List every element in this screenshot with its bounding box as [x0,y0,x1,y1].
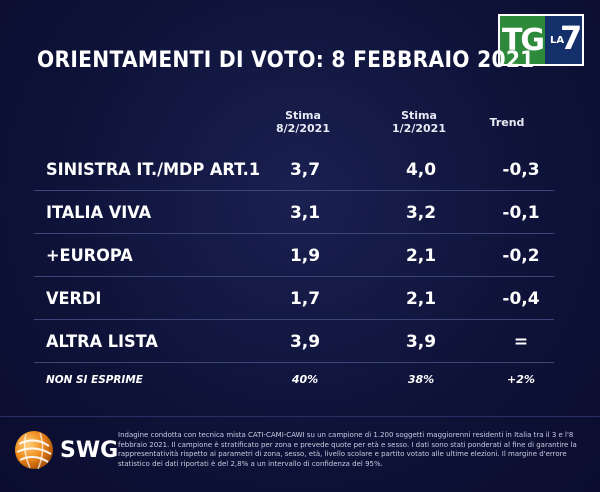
stima-8-value: 3,7 [289,160,321,180]
table-row: ALTRA LISTA 3,9 3,9 = [34,324,554,362]
party-name: ITALIA VIVA [46,203,152,223]
stima-1-value: 38% [407,373,435,386]
row-divider [34,190,554,191]
table-row: ITALIA VIVA 3,1 3,2 -0,1 [34,195,554,233]
swg-logo-text: SWG [60,438,119,463]
trend-value: -0,4 [502,289,540,309]
stima-8-value: 3,1 [289,203,321,223]
tg-logo-text: TG [500,16,545,64]
table-row: +EUROPA 1,9 2,1 -0,2 [34,238,554,276]
trend-value: -0,1 [502,203,540,223]
stima-1-value: 3,9 [405,332,437,352]
header-stima-8: Stima 8/2/2021 [268,109,338,135]
swg-globe-icon [15,431,53,470]
trend-value: -0,2 [502,246,540,266]
stima-8-value: 40% [291,373,319,386]
table-row: VERDI 1,7 2,1 -0,4 [34,281,554,319]
stima-1-value: 4,0 [405,160,437,180]
row-divider [34,319,554,320]
table-row: SINISTRA IT./MDP ART.1 3,7 4,0 -0,3 [34,152,554,190]
header-stima-1-line1: Stima [401,109,437,122]
page-title: ORIENTAMENTI DI VOTO: 8 FEBBRAIO 2021 [37,48,535,73]
header-stima-8-line2: 8/2/2021 [276,122,330,135]
la7-logo: LA 7 [545,16,582,64]
stima-8-value: 3,9 [289,332,321,352]
trend-value: -0,3 [502,160,540,180]
party-name: VERDI [46,289,102,309]
row-divider [34,233,554,234]
stima-8-value: 1,9 [289,246,321,266]
header-trend: Trend [489,116,525,129]
stima-1-value: 3,2 [405,203,437,223]
la7-logo-seven: 7 [560,19,583,57]
header-stima-8-line1: Stima [285,109,321,122]
row-divider [34,362,554,363]
footer-divider [0,416,600,417]
stima-1-value: 2,1 [405,289,437,309]
tg-la7-logo: TG LA 7 [498,14,584,66]
trend-value: +2% [507,373,535,386]
row-divider [34,276,554,277]
party-name: ALTRA LISTA [46,332,158,352]
stima-8-value: 1,7 [289,289,321,309]
header-stima-1-line2: 1/2/2021 [392,122,446,135]
methodology-note: Indagine condotta con tecnica mista CATI… [118,431,577,468]
table-row: NON SI ESPRIME 40% 38% +2% [34,362,554,400]
party-name: SINISTRA IT./MDP ART.1 [46,160,261,180]
trend-value: = [513,332,529,352]
stima-1-value: 2,1 [405,246,437,266]
party-name: NON SI ESPRIME [46,373,143,386]
header-stima-1: Stima 1/2/2021 [384,109,454,135]
la7-logo-la: LA [550,35,565,46]
party-name: +EUROPA [46,246,133,266]
